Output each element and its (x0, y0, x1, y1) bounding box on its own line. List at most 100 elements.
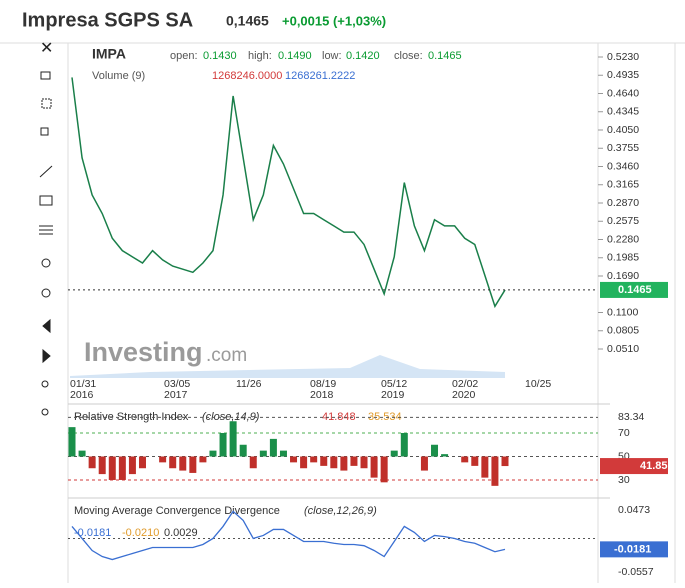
x-tick-label: 01/31 (70, 378, 96, 390)
tool-close[interactable]: ✕ (40, 40, 53, 57)
y-tick-label: 0.2870 (607, 197, 639, 209)
volume-ma-value: 1268261.2222 (285, 70, 355, 82)
tool-forward[interactable] (42, 348, 51, 364)
y-tick-label: 0.1985 (607, 252, 639, 264)
rsi-bar (269, 438, 277, 457)
y-tick-label: 0.0805 (607, 325, 639, 337)
rsi-bar (290, 456, 298, 463)
x-tick-label: 2016 (70, 389, 94, 401)
tool-cursor[interactable] (40, 71, 51, 80)
tool-back[interactable] (42, 318, 51, 334)
y-tick-label: 0.4935 (607, 69, 639, 81)
tool-zoom-in[interactable] (41, 258, 51, 268)
rsi-bar (431, 444, 439, 457)
rsi-bar (138, 456, 146, 469)
low-value: 0.1420 (346, 50, 380, 62)
stock-price: 0,1465 (226, 13, 269, 29)
x-tick-label: 2020 (452, 389, 476, 401)
volume-label: Volume (9) (92, 70, 145, 82)
rsi-bar (491, 456, 499, 486)
y-tick-label: 0.4640 (607, 87, 639, 99)
y-tick-label: 0.4050 (607, 124, 639, 136)
tool-lock[interactable] (41, 408, 49, 416)
toolbar: ✕ (39, 40, 53, 416)
macd-line (71, 510, 506, 561)
rsi-title: Relative Strength Index (74, 411, 189, 423)
y-tick-label: 0.3165 (607, 179, 639, 191)
rsi-bar (199, 456, 207, 463)
y-tick-label: 0.3460 (607, 160, 639, 172)
macd-tag: -0.0181 (614, 543, 651, 555)
tool-zoom-out[interactable] (41, 288, 51, 298)
y-tick-label: 0.4345 (607, 106, 639, 118)
low-label: low: (322, 50, 342, 62)
y-tick-label: 0.3755 (607, 142, 639, 154)
rsi-bar (400, 433, 408, 457)
rsi-bar (340, 456, 348, 471)
rsi-bar (189, 456, 197, 473)
rsi-bar (229, 421, 237, 457)
rsi-bar (108, 456, 116, 480)
symbol: IMPA (92, 46, 126, 62)
macd-hist: 0.0029 (164, 527, 198, 539)
stock-title: Impresa SGPS SA (22, 9, 193, 31)
macd-params: (close,12,26,9) (304, 505, 377, 517)
high-value: 0.1490 (278, 50, 312, 62)
macd-signal: -0.0210 (122, 527, 159, 539)
rsi-bar (330, 456, 338, 469)
stock-change: +0,0015 (+1,03%) (282, 13, 386, 28)
macd-title: Moving Average Convergence Divergence (74, 505, 280, 517)
y-tick-label: 0.0510 (607, 343, 639, 355)
close-value: 0.1465 (428, 50, 462, 62)
rsi-bar (370, 456, 378, 478)
rsi-bar (360, 456, 368, 469)
y-tick-label: -0.0557 (618, 566, 654, 578)
x-tick-label: 10/25 (525, 378, 551, 390)
x-tick-label: 05/12 (381, 378, 407, 390)
open-value: 0.1430 (203, 50, 237, 62)
rsi-bar (179, 456, 187, 471)
rsi-bar (209, 450, 217, 457)
x-tick-label: 11/26 (236, 378, 262, 390)
x-tick-label: 02/02 (452, 378, 478, 390)
rsi-bar (128, 456, 136, 475)
y-tick-label: 30 (618, 474, 630, 486)
tool-crosshair[interactable] (41, 98, 52, 109)
rsi-bar (420, 456, 428, 471)
tool-trendline[interactable] (39, 165, 53, 178)
rsi-bar (279, 450, 287, 457)
y-tick-label: 0.0473 (618, 504, 650, 516)
rsi-bar (159, 456, 167, 463)
rsi-bar (239, 444, 247, 457)
tool-fib[interactable] (39, 225, 53, 235)
y-tick-label: 0.2575 (607, 215, 639, 227)
rsi-bar (259, 450, 267, 457)
x-tick-label: 2018 (310, 389, 334, 401)
rsi-bar (78, 450, 86, 457)
y-tick-label: 0.5230 (607, 51, 639, 63)
x-tick-label: 08/19 (310, 378, 336, 390)
y-tick-label: 0.1100 (607, 306, 638, 318)
tool-rect[interactable] (39, 195, 53, 206)
tool-magnet[interactable] (41, 380, 49, 388)
rsi-bar (169, 456, 177, 469)
rsi-tag: 41.85 (640, 460, 668, 472)
rsi-bar (350, 456, 358, 466)
open-label: open: (170, 50, 198, 62)
rsi-bar (310, 456, 318, 463)
price-line (71, 77, 506, 309)
rsi-bar (390, 450, 398, 457)
tool-copy[interactable] (40, 127, 49, 136)
x-tick-label: 2017 (164, 389, 188, 401)
volume-value: 1268246.0000 (212, 70, 282, 82)
rsi-bar (219, 433, 227, 457)
rsi-bar (300, 456, 308, 469)
y-tick-label: 83.34 (618, 411, 644, 423)
rsi-bar (380, 456, 388, 483)
high-label: high: (248, 50, 272, 62)
rsi-bar (118, 456, 126, 480)
x-tick-label: 03/05 (164, 378, 190, 390)
macd-tag-box (600, 541, 668, 558)
